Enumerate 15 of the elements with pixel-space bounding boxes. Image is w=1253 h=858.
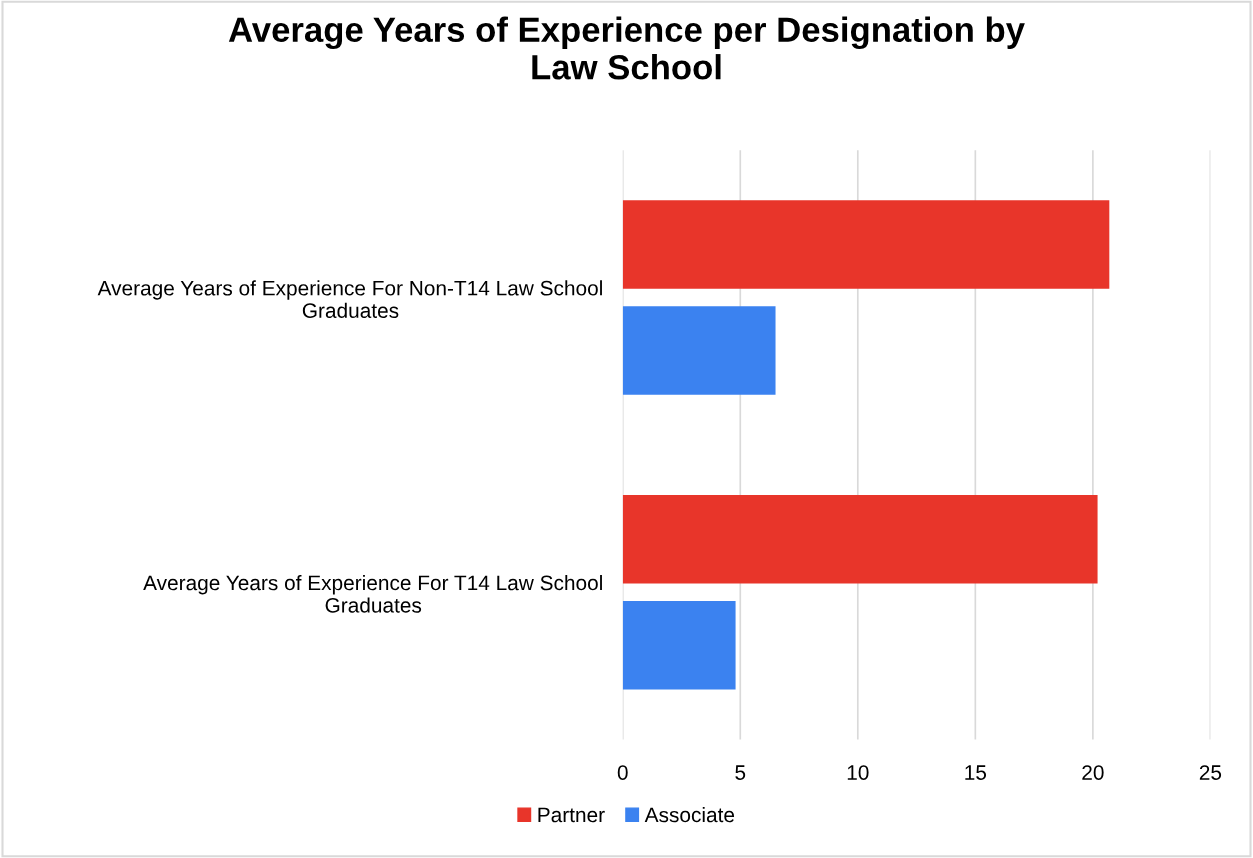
bar: [622, 200, 1110, 289]
x-tick-label: 10: [847, 765, 869, 780]
legend-label: Partner: [538, 807, 605, 823]
x-tick-label: 20: [1082, 765, 1104, 780]
chart-title: Average Years of Experience per Designation by Law School: [228, 16, 1025, 80]
x-tick-label: 25: [1199, 765, 1222, 780]
bar: [622, 601, 736, 690]
bar: [622, 306, 776, 395]
x-tick-label: 0: [617, 765, 628, 780]
y-tick-label: Average Years of Experience For Non-T14 Law School Graduates: [97, 280, 602, 318]
bar: [622, 494, 1098, 584]
x-tick-label: 5: [735, 765, 746, 780]
x-tick-label: 15: [965, 765, 987, 780]
y-tick-label: Average Years of Experience For T14 Law School Graduates: [143, 574, 602, 613]
legend-label: Associate: [644, 806, 735, 823]
